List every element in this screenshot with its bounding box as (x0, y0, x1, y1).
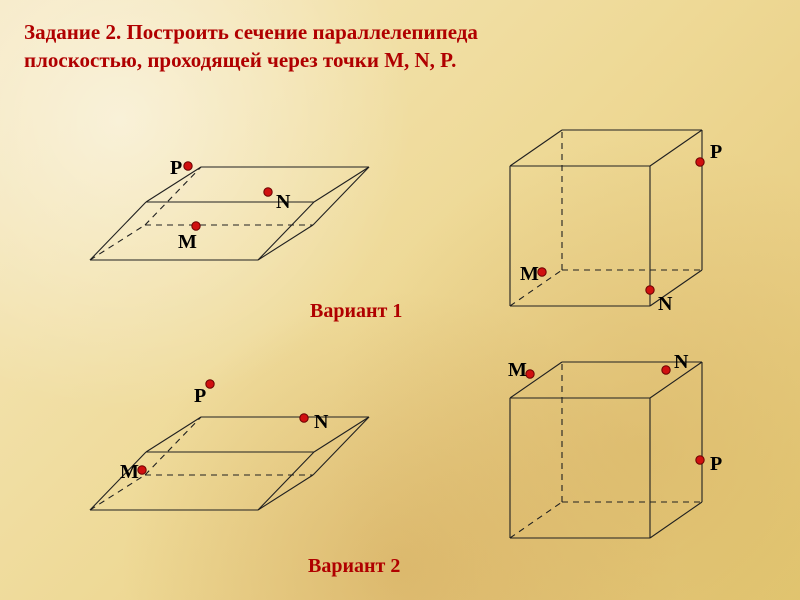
diagram-3: P M N (70, 360, 370, 540)
svg-text:M: M (508, 359, 527, 381)
cube-svg: M N P (480, 352, 750, 562)
task-title: Задание 2. Построить сечение параллелепи… (24, 18, 724, 75)
title-line-2: плоскостью, проходящей через точки M, N,… (24, 48, 456, 72)
parallelepiped-svg: P M N (70, 360, 370, 540)
svg-text:M: M (178, 231, 197, 253)
svg-text:M: M (520, 263, 539, 285)
cube-svg: P M N (480, 120, 750, 330)
svg-text:P: P (710, 453, 722, 475)
parallelepiped-svg: P M N (70, 110, 370, 290)
svg-text:M: M (120, 461, 139, 483)
svg-text:N: N (658, 293, 673, 315)
svg-text:N: N (314, 411, 329, 433)
title-line-1: Задание 2. Построить сечение параллелепи… (24, 20, 478, 44)
diagram-4: M N P (480, 352, 750, 562)
svg-text:N: N (674, 352, 689, 373)
diagram-1: P M N (70, 110, 370, 290)
svg-text:P: P (710, 141, 722, 163)
diagram-2: P M N (480, 120, 750, 330)
svg-text:N: N (276, 191, 291, 213)
svg-text:P: P (194, 385, 206, 407)
variant-2-label: Вариант 2 (308, 555, 400, 578)
svg-text:P: P (170, 157, 182, 179)
variant-1-label: Вариант 1 (310, 300, 402, 323)
